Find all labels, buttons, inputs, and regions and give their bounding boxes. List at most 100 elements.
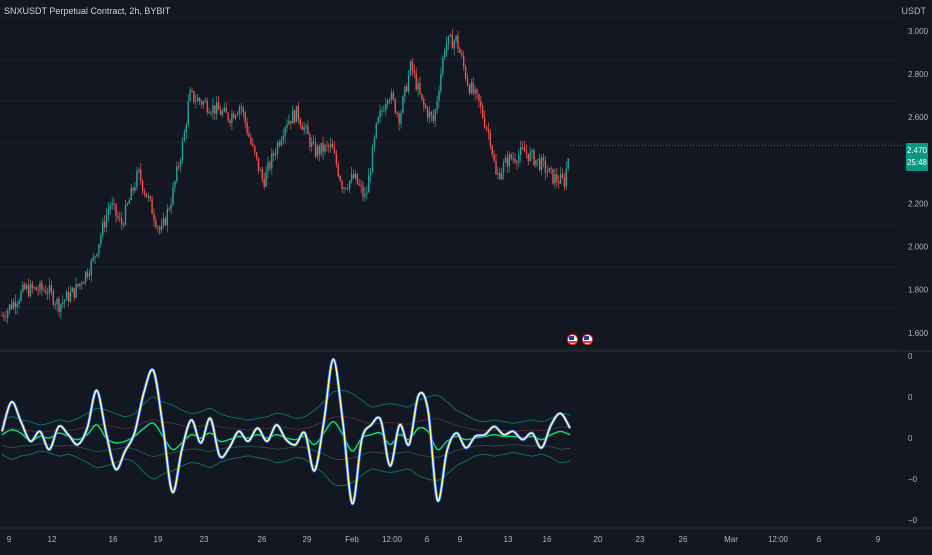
candle bbox=[86, 268, 89, 280]
candle bbox=[415, 67, 417, 92]
candle bbox=[5, 310, 7, 322]
candle bbox=[105, 208, 108, 233]
candle bbox=[60, 303, 62, 320]
candle bbox=[164, 216, 167, 226]
candle bbox=[8, 303, 11, 315]
candle bbox=[504, 154, 507, 164]
time-tick-label: 26 bbox=[258, 535, 267, 544]
candle bbox=[312, 134, 315, 145]
candle bbox=[491, 144, 493, 158]
candle bbox=[295, 105, 298, 123]
candle bbox=[445, 36, 448, 57]
candle bbox=[81, 280, 83, 290]
time-tick-label: 6 bbox=[817, 535, 822, 544]
oscillator-tick-label: 0 bbox=[908, 352, 913, 361]
candle bbox=[233, 110, 235, 119]
candle bbox=[368, 168, 370, 193]
symbol-title[interactable]: SNXUSDT Perpetual Contract, 2h, BYBIT bbox=[4, 6, 171, 16]
candle bbox=[231, 109, 233, 131]
candle bbox=[166, 204, 168, 233]
candle bbox=[559, 166, 562, 185]
candle bbox=[269, 159, 271, 172]
oscillator-tick-label: −0 bbox=[908, 475, 918, 484]
candle bbox=[124, 199, 127, 226]
candle bbox=[426, 106, 429, 123]
candle bbox=[267, 156, 269, 179]
candle bbox=[197, 93, 199, 102]
candle bbox=[442, 55, 444, 77]
candle bbox=[96, 253, 98, 258]
upper-band-line bbox=[1, 389, 571, 426]
candle bbox=[178, 161, 180, 171]
candle bbox=[394, 98, 396, 115]
candle bbox=[388, 97, 391, 104]
bar-countdown: 25:48 bbox=[906, 158, 928, 167]
candle bbox=[236, 110, 239, 116]
secondary-band-line bbox=[1, 443, 571, 460]
candle bbox=[326, 140, 328, 152]
candle bbox=[387, 98, 389, 109]
candle bbox=[67, 286, 70, 307]
candle bbox=[248, 126, 250, 138]
us-flag-event-icon[interactable] bbox=[582, 334, 593, 345]
candle bbox=[27, 278, 30, 298]
candle bbox=[102, 217, 104, 239]
candle bbox=[301, 121, 303, 131]
candle bbox=[468, 83, 471, 95]
candle bbox=[12, 297, 15, 311]
candle bbox=[428, 106, 431, 124]
candle bbox=[358, 178, 360, 187]
candle bbox=[58, 296, 60, 317]
candle bbox=[360, 179, 362, 193]
candle bbox=[136, 166, 138, 191]
candle bbox=[322, 136, 324, 160]
time-tick-label: 29 bbox=[303, 535, 312, 544]
candle bbox=[411, 58, 414, 77]
candle bbox=[122, 221, 125, 229]
candle bbox=[369, 167, 372, 183]
candle bbox=[345, 187, 347, 190]
candle bbox=[107, 201, 110, 222]
time-tick-label: 19 bbox=[154, 535, 163, 544]
candle bbox=[434, 108, 436, 128]
candle bbox=[261, 166, 263, 184]
candle bbox=[69, 285, 72, 304]
candle bbox=[288, 114, 290, 126]
candle bbox=[160, 218, 163, 234]
candle bbox=[331, 139, 334, 149]
candle bbox=[43, 286, 45, 293]
us-flag-event-icon[interactable] bbox=[567, 334, 578, 345]
candle bbox=[149, 195, 151, 202]
candle bbox=[476, 88, 478, 100]
candle bbox=[556, 167, 558, 187]
candle bbox=[339, 174, 341, 183]
time-axis[interactable]: 9 12 16 19 23 26 29 Feb 12:00 6 9 13 16 20 23 26 Mar 12:0… bbox=[0, 527, 932, 544]
candle bbox=[311, 137, 313, 153]
oscillator-pane bbox=[0, 357, 572, 506]
candle bbox=[132, 186, 134, 196]
time-tick-label: 16 bbox=[543, 535, 552, 544]
time-tick-label: 20 bbox=[594, 535, 603, 544]
candle bbox=[341, 179, 343, 193]
candle bbox=[134, 181, 136, 194]
candle bbox=[305, 123, 307, 134]
candle bbox=[440, 67, 442, 95]
candle bbox=[77, 283, 79, 289]
candle bbox=[371, 144, 374, 173]
oscillator-axis[interactable]: 0 0 0 −0 −0 bbox=[908, 352, 918, 525]
candle bbox=[533, 148, 535, 167]
candle bbox=[398, 111, 400, 131]
candle bbox=[333, 141, 336, 155]
candle bbox=[143, 187, 146, 198]
time-tick-label: 9 bbox=[876, 535, 881, 544]
candle bbox=[314, 137, 317, 159]
candle bbox=[210, 110, 212, 117]
candle bbox=[84, 271, 87, 286]
candle bbox=[362, 181, 364, 201]
candle bbox=[83, 280, 85, 284]
candle bbox=[349, 180, 351, 194]
candle bbox=[274, 148, 277, 160]
candle bbox=[347, 184, 349, 192]
